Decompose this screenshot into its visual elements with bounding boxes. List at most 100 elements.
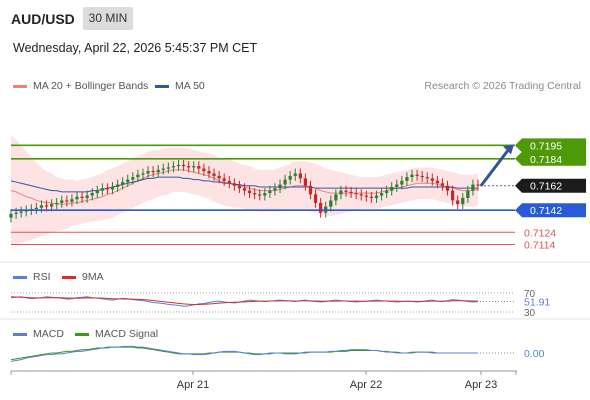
candle-body — [410, 174, 414, 178]
candle-body — [60, 200, 64, 203]
legend-rsi-ma-label: 9MA — [82, 271, 104, 283]
rsi-tick-label: 70 — [524, 289, 536, 300]
candle-body — [156, 169, 160, 173]
level-label-0.7142: 0.7142 — [515, 203, 586, 218]
candle-body — [253, 193, 257, 195]
rsi-swatch-icon — [13, 275, 27, 279]
candle-body — [349, 191, 353, 194]
candle-body — [171, 166, 176, 168]
macd-swatch-icon — [13, 332, 27, 336]
candle-body — [39, 205, 44, 208]
candle-body — [136, 174, 140, 178]
candle-body — [425, 177, 429, 179]
legend-macd-label: MACD — [33, 328, 64, 340]
candle-body — [354, 193, 358, 195]
candle-body — [131, 177, 135, 180]
candle-body — [65, 200, 69, 202]
level-text: 0.7114 — [524, 240, 555, 252]
candle-body — [415, 174, 419, 176]
candle-body — [80, 196, 84, 198]
candle-body — [344, 190, 348, 192]
candle-body — [293, 173, 297, 176]
candle-body — [44, 205, 49, 207]
level-tag — [515, 203, 586, 218]
level-tag — [515, 178, 586, 193]
candle-body — [466, 190, 470, 198]
ma50-swatch-icon — [155, 84, 169, 88]
candle-body — [100, 188, 105, 191]
candle-body — [105, 188, 110, 190]
level-text: 0.7142 — [530, 205, 562, 217]
level-label-0.7195: 0.7195 — [515, 138, 586, 153]
candle-body — [400, 180, 404, 185]
candle-body — [450, 190, 455, 201]
legend-rsi: RSI — [13, 271, 51, 283]
candle-body — [273, 188, 277, 191]
candle-body — [308, 185, 313, 195]
rsi-tick-label: 30 — [524, 308, 536, 319]
rsi-line — [10, 296, 479, 307]
ma20-swatch-icon — [13, 84, 27, 88]
candle-body — [247, 190, 252, 194]
candle-body — [369, 196, 374, 198]
datetime-label: Wednesday, April 22, 2026 5:45:37 PM CET — [13, 41, 258, 55]
candle-body — [440, 183, 445, 186]
x-tick-label: Apr 22 — [350, 379, 382, 391]
candle-body — [176, 164, 181, 167]
rsi-ma-swatch-icon — [62, 275, 76, 279]
level-label-0.7162: 0.7162 — [515, 178, 586, 193]
macd-signal-swatch-icon — [75, 332, 89, 336]
rsi-ma-line — [10, 296, 479, 305]
candle-body — [197, 166, 201, 169]
candle-body — [476, 184, 480, 186]
candle-body — [405, 177, 409, 181]
candle-body — [445, 185, 450, 191]
level-label-0.7124: 0.7124 — [524, 227, 556, 239]
candle-body — [192, 166, 196, 168]
candle-body — [232, 183, 236, 186]
candle-body — [258, 194, 262, 196]
candle-body — [212, 173, 216, 176]
x-tick-label: Apr 23 — [465, 379, 497, 391]
candle-body — [227, 180, 231, 184]
candle-body — [268, 190, 272, 194]
candle-body — [151, 171, 155, 173]
candle-body — [115, 184, 120, 187]
legend-ma20: MA 20 + Bollinger Bands — [13, 80, 148, 92]
level-text: 0.7162 — [530, 181, 562, 193]
candle-body — [313, 194, 318, 203]
level-text: 0.7184 — [530, 154, 562, 166]
forecast-arrow-shaft — [479, 149, 510, 187]
candle-body — [126, 179, 130, 183]
candle-body — [181, 164, 186, 167]
candle-body — [456, 200, 460, 205]
candle-body — [319, 202, 323, 213]
legend-macd-signal: MACD Signal — [75, 328, 158, 340]
candle-body — [49, 204, 54, 207]
candle-body — [202, 168, 206, 172]
legend-rsi-ma: 9MA — [62, 271, 104, 283]
level-tag — [515, 138, 586, 153]
candle-body — [390, 186, 394, 191]
legend-ma20-label: MA 20 + Bollinger Bands — [33, 80, 149, 92]
symbol-title: AUD/USD — [11, 11, 75, 27]
candle-body — [374, 195, 379, 198]
candle-body — [187, 166, 191, 168]
level-label-0.7114: 0.7114 — [524, 240, 555, 252]
candle-body — [55, 202, 59, 205]
candle-body — [379, 193, 384, 196]
candle-body — [471, 184, 475, 191]
candle-body — [298, 173, 302, 179]
level-label-0.7184: 0.7184 — [515, 151, 586, 166]
candle-body — [278, 184, 282, 189]
candle-body — [334, 194, 338, 201]
candle-body — [288, 175, 292, 180]
level-text: 0.7124 — [524, 227, 556, 239]
candle-body — [435, 180, 440, 184]
timeframe-badge[interactable]: 30 MIN — [83, 7, 133, 30]
legend-ma50-label: MA 50 — [175, 80, 205, 92]
candle-body — [90, 193, 94, 196]
brand-credit: Research © 2026 Trading Central — [424, 80, 581, 92]
candle-body — [141, 173, 145, 175]
